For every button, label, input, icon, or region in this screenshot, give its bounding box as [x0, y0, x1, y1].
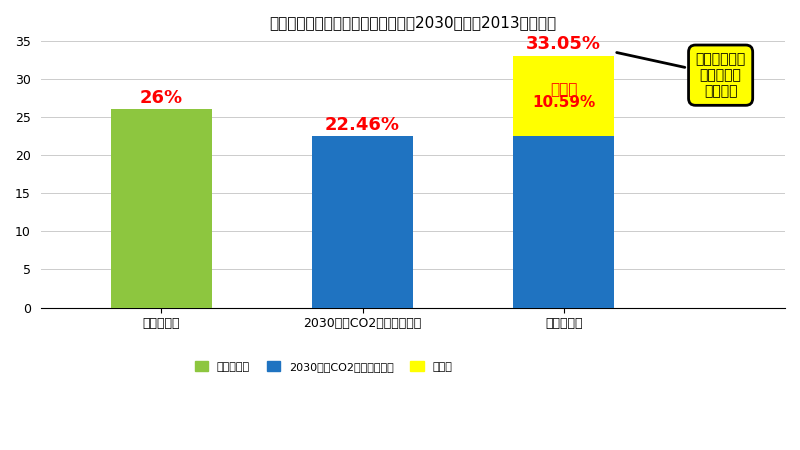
Text: 10.59%: 10.59% — [532, 95, 595, 110]
Legend: 国の目標値, 2030年度CO2排出量推計値, 緩和策: 国の目標値, 2030年度CO2排出量推計値, 緩和策 — [190, 357, 457, 377]
Text: 緩和策を実施
することで
目標達成: 緩和策を実施 することで 目標達成 — [617, 52, 746, 99]
Bar — [514, 136, 614, 307]
Text: 26%: 26% — [140, 89, 183, 107]
Bar — [514, 56, 614, 136]
Bar — [312, 136, 413, 307]
Bar — [111, 109, 212, 307]
Text: 22.46%: 22.46% — [325, 116, 400, 134]
Text: 33.05%: 33.05% — [526, 36, 601, 54]
Text: 緩和策: 緩和策 — [550, 82, 578, 97]
Title: 温室効果ガス排出量の削減率目標（2030年度の2013年度比）: 温室効果ガス排出量の削減率目標（2030年度の2013年度比） — [270, 15, 556, 30]
